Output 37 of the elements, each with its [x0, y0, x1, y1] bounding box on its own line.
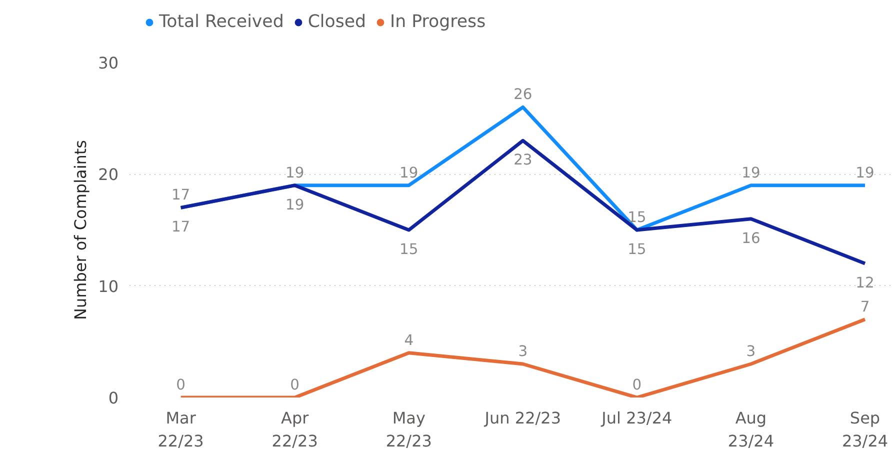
- y-tick-label: 0: [108, 388, 119, 408]
- data-label: 19: [856, 164, 874, 182]
- data-label: 15: [628, 209, 646, 226]
- y-axis-title: Number of Complaints: [71, 140, 90, 320]
- data-label: 16: [742, 230, 760, 247]
- data-label: 12: [856, 274, 874, 292]
- legend-label: In Progress: [390, 12, 486, 32]
- line-series: [179, 318, 867, 398]
- legend-label: Closed: [308, 12, 366, 32]
- data-label: 26: [514, 86, 532, 104]
- y-tick-label: 30: [98, 54, 118, 72]
- data-label: 0: [290, 376, 300, 394]
- data-label: 0: [632, 376, 642, 394]
- data-label: 4: [404, 332, 414, 349]
- data-label: 15: [628, 241, 646, 258]
- x-tick-label: Jun 22/23: [484, 408, 562, 428]
- data-label: 17: [171, 218, 190, 236]
- data-label: 15: [400, 241, 418, 258]
- legend-label: Total Received: [159, 12, 284, 32]
- data-label: 3: [746, 343, 756, 360]
- x-tick-label: May 22/23: [386, 408, 432, 450]
- x-tick-label: Sep 23/24: [842, 408, 888, 450]
- y-tick-label: 10: [98, 276, 118, 296]
- x-tick-label: Mar 22/23: [158, 408, 204, 450]
- x-tick-label: Apr 22/23: [272, 408, 318, 450]
- data-label: 23: [514, 152, 532, 169]
- x-tick-label: Aug 23/24: [728, 408, 774, 450]
- data-label: 19: [742, 164, 760, 182]
- y-tick-label: 20: [98, 165, 118, 184]
- data-label: 7: [860, 298, 870, 316]
- data-label: 19: [400, 164, 418, 182]
- data-label: 19: [286, 164, 304, 182]
- data-label: 0: [176, 376, 186, 394]
- data-label: 3: [518, 343, 528, 360]
- data-label: 17: [171, 186, 190, 204]
- data-label: 19: [286, 196, 304, 214]
- x-tick-label: Jul 23/24: [600, 408, 672, 428]
